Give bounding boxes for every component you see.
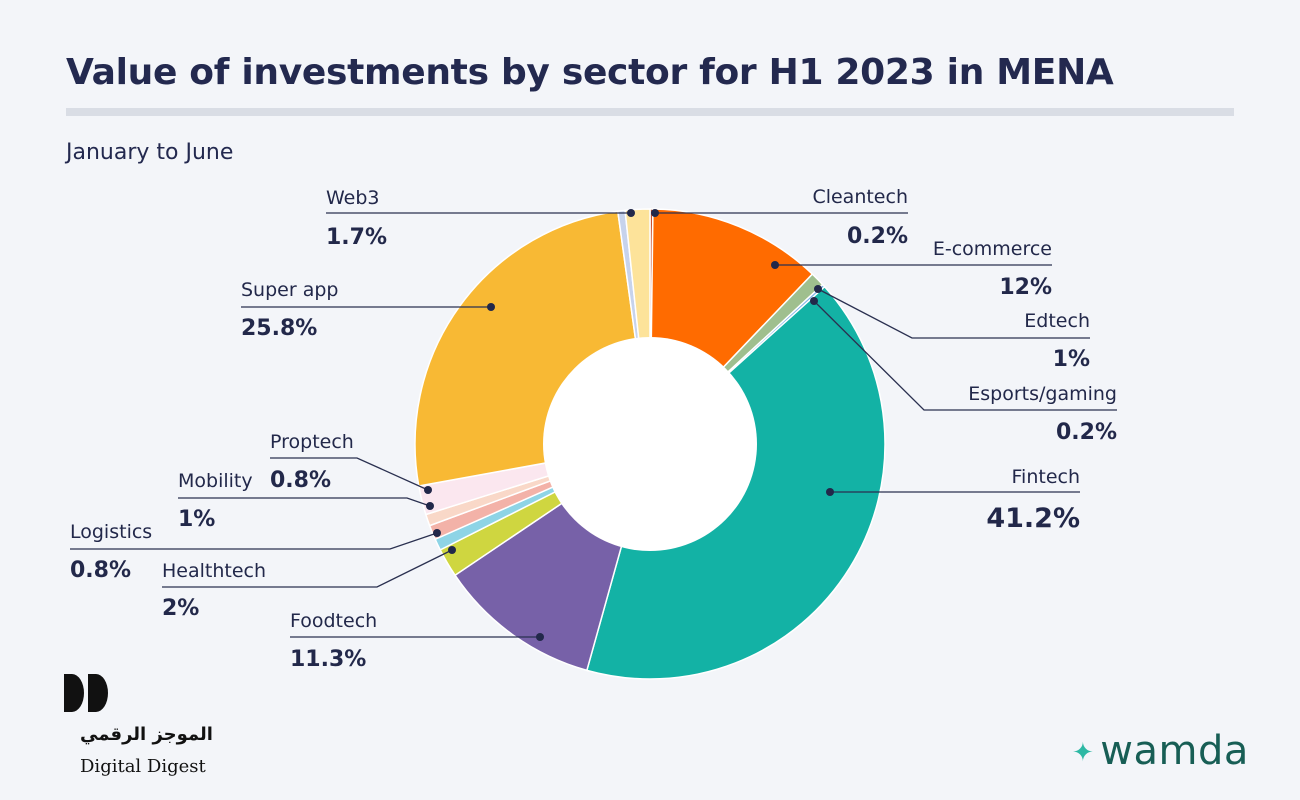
- label-super-app: Super app: [241, 279, 338, 301]
- label-esports-gaming: Esports/gaming: [968, 383, 1117, 405]
- leader-dot-proptech: [424, 486, 432, 494]
- label-mobility: Mobility: [178, 470, 253, 492]
- value-logistics: 0.8%: [70, 558, 131, 583]
- label-logistics: Logistics: [70, 521, 152, 543]
- sparkle-icon: ✦: [1072, 738, 1095, 768]
- value-edtech: 1%: [1053, 347, 1090, 372]
- leader-dot-esports-gaming: [810, 297, 818, 305]
- value-web3: 1.7%: [326, 225, 387, 250]
- value-esports-gaming: 0.2%: [1056, 420, 1117, 445]
- value-super-app: 25.8%: [241, 316, 317, 341]
- value-foodtech: 11.3%: [290, 647, 366, 672]
- chart-title: Value of investments by sector for H1 20…: [66, 52, 1114, 93]
- value-fintech: 41.2%: [986, 503, 1080, 534]
- label-web3: Web3: [326, 187, 380, 209]
- value-cleantech: 0.2%: [847, 224, 908, 249]
- leader-dot-logistics: [433, 529, 441, 537]
- label-foodtech: Foodtech: [290, 610, 377, 632]
- label-cleantech: Cleantech: [812, 186, 908, 208]
- leader-dot-web3: [627, 209, 635, 217]
- label-edtech: Edtech: [1024, 310, 1090, 332]
- digital-digest-arabic: الموجز الرقمي: [80, 724, 213, 745]
- value-proptech: 0.8%: [270, 468, 331, 493]
- leader-dot-mobility: [426, 502, 434, 510]
- leader-line-healthtech: [162, 549, 453, 588]
- digital-digest-logo: [64, 672, 112, 718]
- label-healthtech: Healthtech: [162, 560, 266, 582]
- chart-subtitle: January to June: [66, 140, 234, 165]
- value-healthtech: 2%: [162, 596, 199, 621]
- leader-dot-foodtech: [536, 633, 544, 641]
- value-mobility: 1%: [178, 507, 215, 532]
- label-fintech: Fintech: [1012, 466, 1081, 488]
- leader-dot-super-app: [487, 303, 495, 311]
- leader-line-edtech: [817, 288, 1090, 339]
- leader-line-proptech: [270, 457, 429, 491]
- leader-dot-cleantech: [651, 209, 659, 217]
- digital-digest-name: Digital Digest: [80, 756, 206, 777]
- value-e-commerce: 12%: [999, 275, 1052, 300]
- leader-dot-e-commerce: [771, 261, 779, 269]
- title-divider: [66, 108, 1234, 116]
- leader-dot-healthtech: [448, 546, 456, 554]
- leader-line-logistics: [70, 532, 438, 550]
- leader-dot-edtech: [814, 285, 822, 293]
- wamda-wordmark: wamda: [1100, 728, 1249, 774]
- donut-hole: [543, 337, 757, 551]
- label-proptech: Proptech: [270, 431, 354, 453]
- wamda-logo: ✦ wamda: [1072, 728, 1249, 774]
- leader-line-mobility: [178, 497, 431, 507]
- label-e-commerce: E-commerce: [933, 238, 1052, 260]
- leader-dot-fintech: [826, 488, 834, 496]
- leader-line-esports-gaming: [813, 300, 1117, 411]
